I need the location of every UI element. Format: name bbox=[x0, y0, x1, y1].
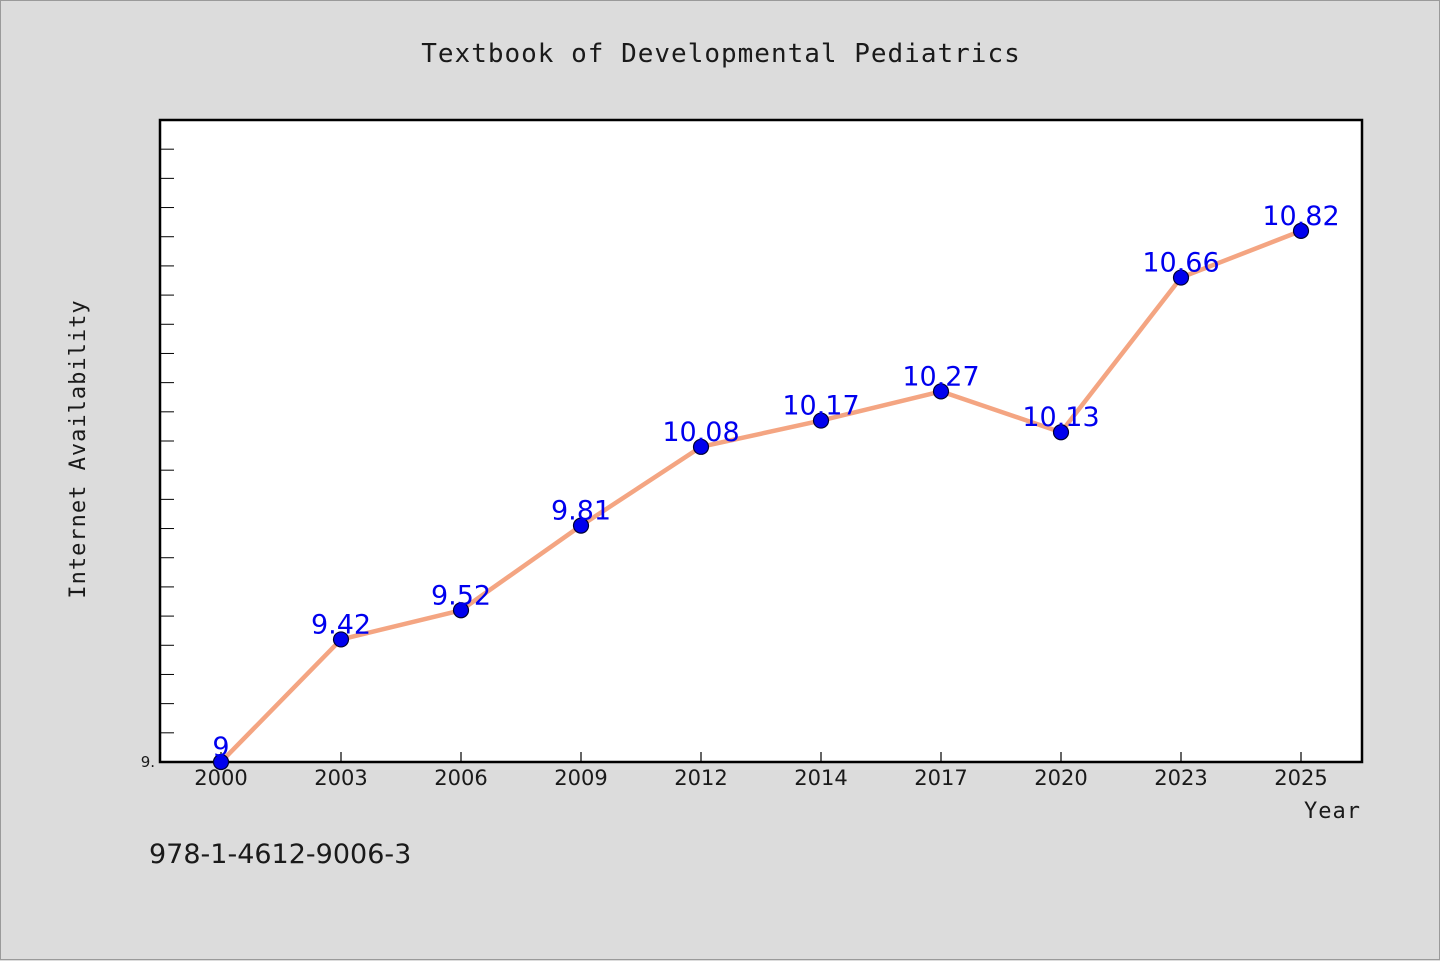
data-point bbox=[332, 631, 350, 648]
x-tick-label: 2012 bbox=[674, 766, 727, 790]
series-line-group bbox=[212, 222, 1310, 771]
data-label: 9.42 bbox=[311, 609, 371, 640]
data-label: 10.66 bbox=[1142, 248, 1219, 279]
data-label-group: 9 9.42 9.52 9.81 10.08 10.17 10.27 10.13 10.66 10… bbox=[212, 201, 1339, 763]
data-label: 9.52 bbox=[431, 580, 491, 611]
data-point bbox=[572, 517, 590, 534]
data-point bbox=[1052, 424, 1070, 441]
x-tick-label: 2006 bbox=[434, 766, 487, 790]
data-label: 10.08 bbox=[662, 417, 739, 448]
data-point bbox=[692, 438, 710, 455]
data-point bbox=[1292, 222, 1310, 239]
x-tick-label: 2023 bbox=[1154, 766, 1207, 790]
data-point bbox=[212, 753, 230, 771]
x-axis-label: Year bbox=[1304, 799, 1361, 824]
data-label: 10.13 bbox=[1022, 402, 1099, 433]
isbn-text: 978-1-4612-9006-3 bbox=[149, 839, 411, 870]
x-tick-label: 2017 bbox=[914, 766, 967, 790]
data-label: 10.82 bbox=[1262, 201, 1339, 232]
x-tick-label: 2009 bbox=[554, 766, 607, 790]
data-label: 10.27 bbox=[902, 361, 979, 392]
data-label: 9.81 bbox=[551, 496, 611, 527]
chart-title: Textbook of Developmental Pediatrics bbox=[421, 39, 1021, 69]
x-tick-label: 2020 bbox=[1034, 766, 1087, 790]
series-line bbox=[219, 228, 1302, 764]
plot-area bbox=[158, 118, 1364, 764]
data-point bbox=[932, 383, 950, 400]
data-point bbox=[1172, 269, 1190, 286]
y-tick-label: 9. bbox=[141, 753, 155, 771]
x-tick-label: 2014 bbox=[794, 766, 847, 790]
data-point bbox=[812, 412, 830, 429]
data-label: 10.17 bbox=[782, 391, 859, 422]
y-axis-label: Internet Availability bbox=[66, 299, 91, 598]
data-point bbox=[452, 602, 470, 619]
data-label: 9 bbox=[212, 732, 229, 763]
x-tick-label: 2003 bbox=[314, 766, 367, 790]
y-axis-ticks: 9. bbox=[141, 148, 174, 771]
x-tick-label: 2025 bbox=[1274, 766, 1327, 790]
